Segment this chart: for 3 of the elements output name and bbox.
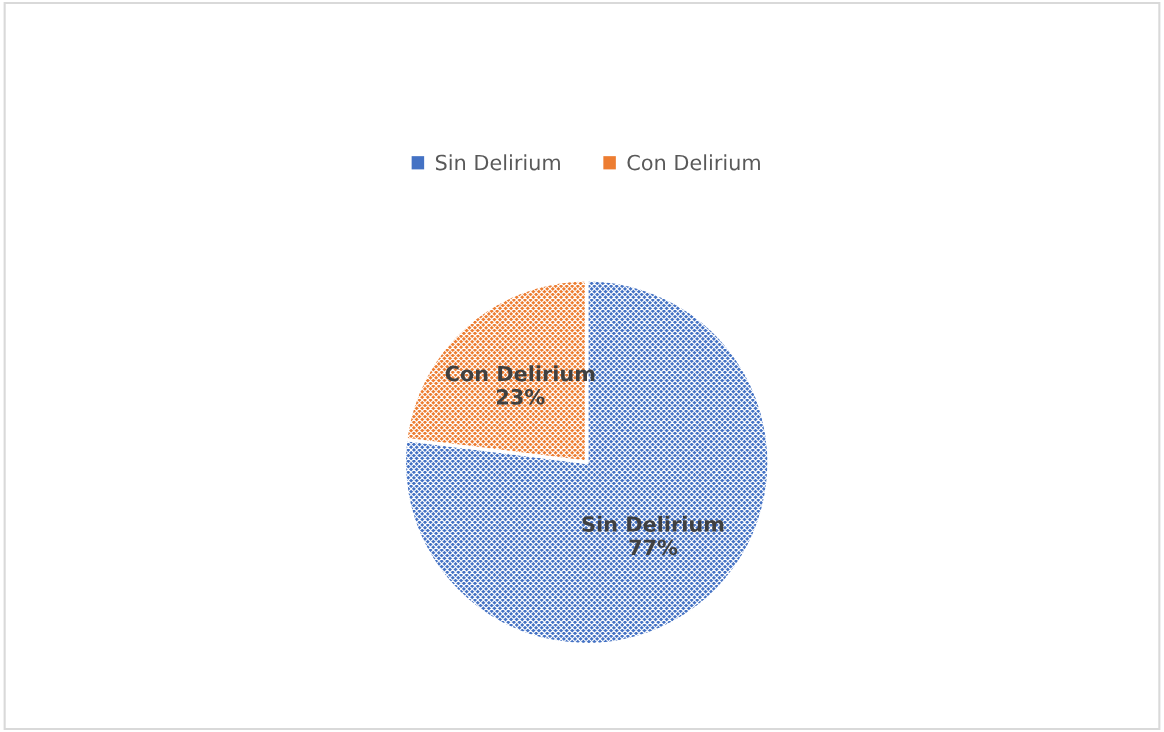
pie-slice — [404, 280, 770, 645]
legend-label: Sin Delirium — [435, 154, 560, 171]
legend-label: Con Delirium — [627, 154, 760, 171]
